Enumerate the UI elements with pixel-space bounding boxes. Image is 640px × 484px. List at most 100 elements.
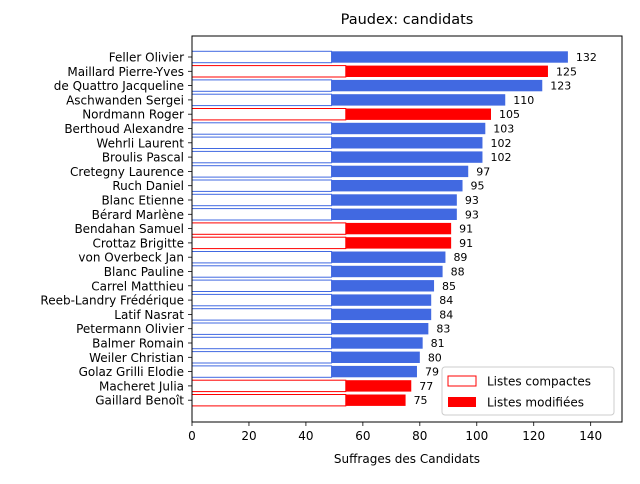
- bar-value-label: 125: [556, 65, 577, 78]
- y-tick-label: Weiler Christian: [89, 351, 184, 365]
- bar-compact: [191, 193, 333, 207]
- bar-value-label: 123: [550, 80, 571, 93]
- y-tick-label: Wehrli Laurent: [96, 136, 184, 150]
- bar-modified: [345, 380, 412, 392]
- x-tick-label: 0: [188, 429, 196, 443]
- bar-value-label: 83: [436, 323, 450, 336]
- bar-value-label: 84: [439, 308, 453, 321]
- legend-box: [441, 366, 615, 416]
- y-tick-label: Blanc Pauline: [104, 265, 184, 279]
- bar-modified: [345, 65, 548, 77]
- bar-modified: [345, 237, 452, 249]
- y-tick-label: Carrel Matthieu: [91, 279, 184, 293]
- bar-value-label: 97: [476, 165, 490, 178]
- y-tick-label: von Overbeck Jan: [78, 251, 184, 265]
- bar-value-label: 79: [425, 366, 439, 379]
- y-tick-label: Blanc Etienne: [101, 194, 184, 208]
- bar-value-label: 88: [451, 266, 465, 279]
- legend: Listes compactes Listes modifiées: [441, 366, 615, 416]
- bar-modified: [331, 122, 486, 135]
- bar-value-label: 89: [453, 251, 467, 264]
- bar-value-label: 81: [431, 337, 445, 350]
- bar-modified: [331, 180, 463, 192]
- y-tick-label: Latif Nasrat: [114, 308, 184, 322]
- y-tick-label: Nordmann Roger: [82, 108, 184, 122]
- bar-modified: [331, 251, 446, 263]
- bar-value-label: 80: [428, 351, 442, 364]
- y-tick-label: Bérard Marlène: [92, 208, 184, 222]
- bar-compact: [191, 394, 347, 407]
- bar-compact: [191, 136, 333, 150]
- bar-value-label: 77: [419, 380, 433, 393]
- legend-label: Listes modifiées: [487, 396, 584, 410]
- y-tick-label: Golaz Grilli Elodie: [79, 365, 184, 379]
- bar-modified: [331, 194, 457, 206]
- bar-modified: [331, 137, 483, 149]
- bar-modified: [331, 280, 435, 292]
- y-tick-label: Berthoud Alexandre: [64, 122, 184, 136]
- bar-value-label: 93: [465, 208, 479, 221]
- bar-modified: [331, 79, 543, 92]
- bar-modified: [345, 394, 406, 406]
- bar-compact: [191, 208, 333, 221]
- x-tick-label: 20: [241, 429, 256, 443]
- y-tick-label: de Quattro Jacqueline: [54, 79, 184, 93]
- bar-compact: [191, 50, 333, 64]
- x-tick-label: 40: [298, 429, 313, 443]
- bar-compact: [191, 379, 347, 393]
- bar-value-label: 85: [442, 280, 456, 293]
- y-tick-label: Ruch Daniel: [112, 179, 184, 193]
- bar-compact: [191, 179, 333, 192]
- y-tick-label: Feller Olivier: [109, 51, 184, 65]
- x-tick-label: 60: [355, 429, 370, 443]
- bar-value-label: 105: [499, 108, 520, 121]
- bar-modified: [331, 337, 423, 349]
- bar-value-label: 91: [459, 237, 473, 250]
- bar-modified: [345, 108, 492, 120]
- x-tick-label: 80: [412, 429, 427, 443]
- bar-compact: [191, 108, 347, 121]
- bar-modified: [345, 222, 452, 235]
- bar-compact: [191, 308, 333, 321]
- bar-value-label: 102: [490, 137, 511, 150]
- bar-value-label: 132: [576, 51, 597, 64]
- bar-compact: [191, 293, 333, 307]
- y-tick-label: Crottaz Brigitte: [92, 236, 184, 250]
- bar-compact: [191, 351, 333, 364]
- bar-value-label: 75: [414, 394, 428, 407]
- bar-compact: [191, 165, 333, 178]
- bar-compact: [191, 365, 333, 378]
- y-tick-label: Broulis Pascal: [102, 151, 184, 165]
- y-tick-label: Aschwanden Sergei: [66, 93, 184, 107]
- bar-compact: [191, 150, 333, 164]
- legend-swatch-compact: [447, 375, 477, 387]
- bar-value-label: 93: [465, 194, 479, 207]
- bar-modified: [331, 208, 457, 220]
- bar-value-label: 95: [471, 180, 485, 193]
- x-tick-label: 100: [465, 429, 488, 443]
- chart-title: Paudex: candidats: [341, 12, 474, 28]
- bar-compact: [191, 279, 333, 293]
- bar-compact: [191, 65, 347, 78]
- bar-value-label: 91: [459, 223, 473, 236]
- bar-modified: [331, 151, 483, 163]
- bar-value-label: 84: [439, 294, 453, 307]
- bar-compact: [191, 222, 347, 235]
- bar-modified: [331, 51, 568, 63]
- bar-modified: [331, 308, 432, 321]
- y-tick-label: Balmer Romain: [92, 337, 184, 351]
- bar-compact: [191, 336, 333, 350]
- plot-area: 132 Feller Olivier 125 Maillard Pierre-Yves…: [40, 35, 623, 443]
- bar-modified: [331, 265, 443, 278]
- y-tick-label: Reeb-Landry Frédérique: [40, 294, 184, 308]
- y-tick-label: Petermann Olivier: [76, 322, 184, 336]
- bar-modified: [331, 351, 420, 363]
- bar-compact: [191, 236, 347, 250]
- legend-swatch-modified: [448, 397, 476, 407]
- bar-compact: [191, 79, 333, 92]
- bar-compact: [191, 265, 333, 278]
- y-tick-label: Maillard Pierre-Yves: [67, 65, 184, 79]
- bar-modified: [331, 365, 417, 378]
